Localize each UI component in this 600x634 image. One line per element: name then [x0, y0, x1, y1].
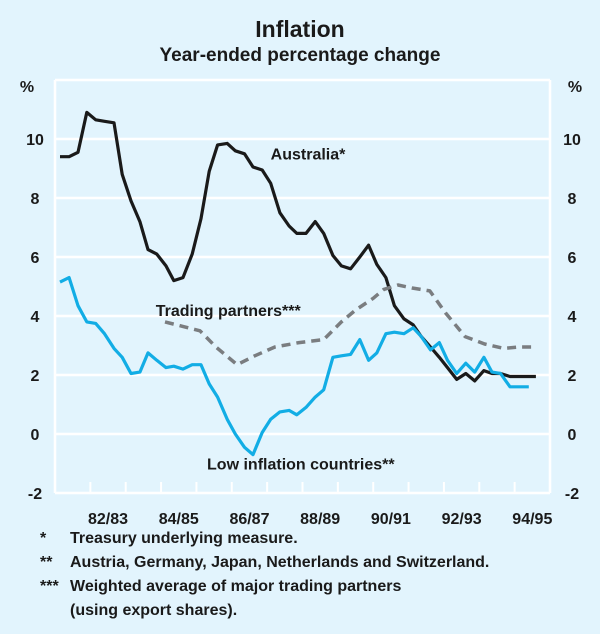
series-labels: Australia* Trading partners*** Low inflati…: [156, 147, 396, 474]
footnote-mark: [40, 599, 70, 623]
x-axis-ticks: 82/83 84/85 86/87 88/89 90/91 92/93 94/95: [88, 482, 552, 528]
y-tick-label-right: 8: [568, 191, 577, 208]
footnote-text: (using export shares).: [70, 602, 238, 619]
y-tick-label-left: 4: [31, 309, 40, 326]
footnotes: * Treasury underlying measure. ** Austria, …: [40, 527, 489, 623]
x-tick-label: 84/85: [159, 511, 199, 528]
y-tick-label-left: 6: [31, 250, 40, 267]
footnote: * Treasury underlying measure.: [40, 527, 489, 551]
footnote-mark: **: [40, 554, 53, 571]
y-tick-label-right: 6: [568, 250, 577, 267]
footnote: *** Weighted average of major trading par…: [40, 575, 489, 599]
x-tick-label: 88/89: [300, 511, 340, 528]
y-tick-label-left: -2: [28, 486, 42, 503]
footnote-text: Weighted average of major trading partne…: [70, 578, 402, 595]
footnote: ** Austria, Germany, Japan, Netherlands a…: [40, 551, 489, 575]
y-tick-label-right: -2: [565, 486, 579, 503]
footnote-text: Austria, Germany, Japan, Netherlands and…: [70, 554, 490, 571]
y-axis-unit-right: %: [568, 79, 582, 96]
y-tick-label-left: 8: [31, 191, 40, 208]
footnote-mark: *: [40, 530, 47, 547]
series-line-trading-partners: [164, 283, 536, 367]
x-tick-label: 86/87: [229, 511, 269, 528]
x-tick-label: 82/83: [88, 511, 128, 528]
footnote: (using export shares).: [40, 599, 489, 623]
x-tick-label: 92/93: [442, 511, 482, 528]
footnote-text: Treasury underlying measure.: [70, 530, 298, 547]
series-label-trading-partners: Trading partners***: [156, 303, 302, 320]
y-tick-label-left: 10: [26, 132, 44, 149]
y-tick-label-right: 2: [568, 368, 577, 385]
footnote-mark: ***: [40, 578, 59, 595]
y-tick-label-left: 0: [31, 427, 40, 444]
x-tick-label: 90/91: [371, 511, 411, 528]
y-tick-label-right: 0: [568, 427, 577, 444]
y-tick-label-right: 10: [563, 132, 581, 149]
series-line-low-inflation-countries: [59, 276, 529, 457]
series-label-australia: Australia*: [271, 147, 346, 164]
plot-frame: [53, 78, 552, 495]
x-tick-label: 94/95: [512, 511, 552, 528]
y-axis-ticks: -2 -2 0 0 2 2 4 4 6 6 8 8 10 10: [26, 132, 581, 503]
series-label-low-inflation-countries: Low inflation countries**: [207, 456, 395, 473]
series-lines: [59, 110, 536, 457]
y-tick-label-left: 2: [31, 368, 40, 385]
y-axis-unit-left: %: [20, 79, 34, 96]
gridlines: [55, 137, 550, 436]
chart-subtitle: Year-ended percentage change: [159, 45, 441, 66]
chart-title: Inflation: [255, 16, 345, 42]
series-line-australia: [60, 110, 536, 383]
y-tick-label-right: 4: [568, 309, 577, 326]
